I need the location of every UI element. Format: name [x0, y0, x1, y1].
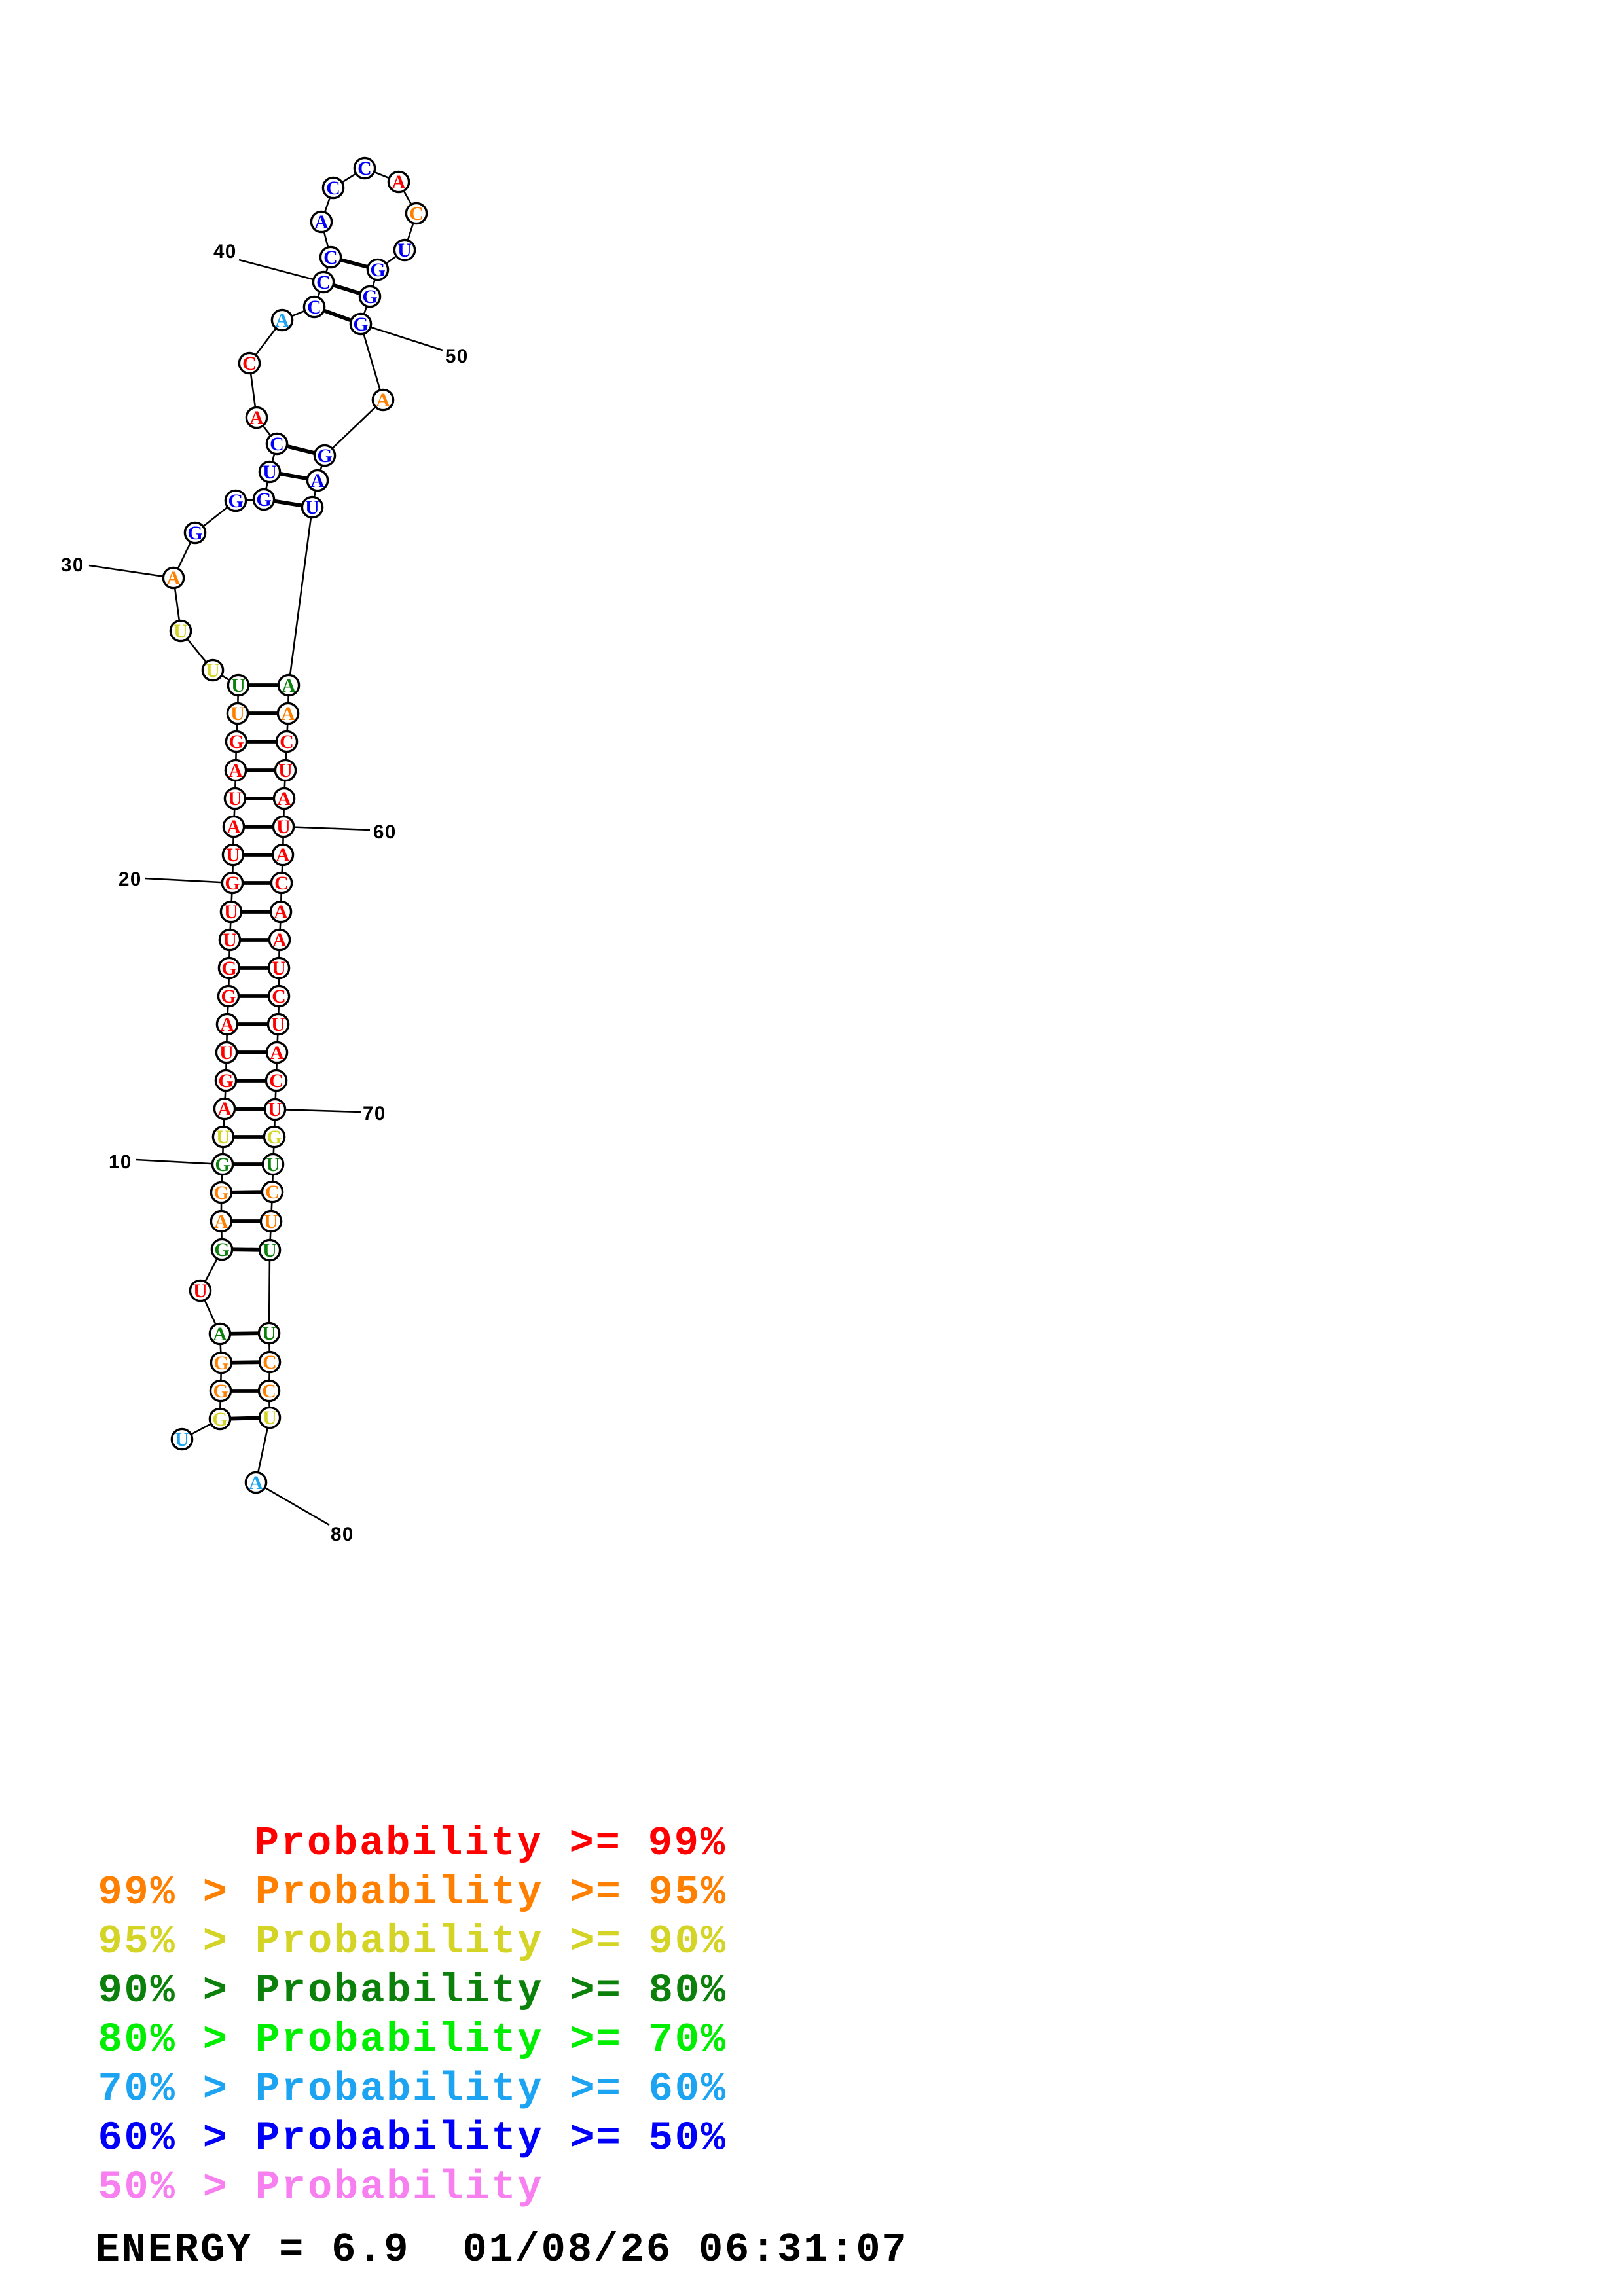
svg-text:U: U — [262, 1323, 276, 1344]
svg-text:C: C — [265, 1181, 280, 1203]
svg-text:G: G — [266, 1126, 282, 1148]
svg-text:50% > Probability: 50% > Probability — [98, 2164, 544, 2210]
svg-text:U: U — [276, 816, 291, 838]
svg-text:G: G — [212, 1408, 227, 1430]
svg-text:U: U — [224, 901, 238, 923]
svg-text:G: G — [370, 259, 385, 281]
svg-text:30: 30 — [61, 554, 84, 576]
svg-text:U: U — [228, 788, 242, 810]
svg-text:C: C — [269, 1070, 283, 1092]
svg-text:G: G — [213, 1380, 228, 1402]
svg-text:U: U — [231, 675, 246, 696]
svg-text:A: A — [270, 1042, 284, 1064]
svg-text:A: A — [275, 310, 289, 331]
svg-text:C: C — [357, 158, 372, 179]
svg-text:99% > Probability >= 95%: 99% > Probability >= 95% — [98, 1869, 727, 1916]
svg-text:U: U — [263, 1407, 277, 1429]
svg-text:G: G — [353, 314, 368, 335]
svg-text:70: 70 — [363, 1103, 386, 1124]
svg-text:G: G — [256, 489, 271, 511]
svg-text:C: C — [323, 247, 338, 268]
svg-text:95% > Probability >= 90%: 95% > Probability >= 90% — [98, 1918, 727, 1965]
svg-text:G: G — [213, 1352, 228, 1374]
svg-text:U: U — [193, 1280, 208, 1302]
svg-text:U: U — [226, 844, 240, 866]
svg-text:50: 50 — [445, 346, 469, 367]
svg-text:G: G — [221, 958, 236, 979]
svg-text:C: C — [307, 296, 321, 318]
svg-text:20: 20 — [119, 869, 142, 890]
svg-text:A: A — [376, 389, 390, 411]
svg-text:U: U — [263, 461, 277, 483]
svg-text:U: U — [397, 240, 412, 261]
svg-text:70% > Probability >= 60%: 70% > Probability >= 60% — [98, 2066, 727, 2112]
svg-text:A: A — [213, 1323, 227, 1345]
svg-text:A: A — [217, 1098, 232, 1120]
svg-text:C: C — [270, 433, 284, 455]
svg-text:U: U — [272, 958, 286, 979]
svg-text:U: U — [230, 703, 245, 725]
svg-text:U: U — [263, 1240, 277, 1261]
svg-text:90% > Probability >= 80%: 90% > Probability >= 80% — [98, 1967, 727, 2014]
svg-text:U: U — [266, 1154, 280, 1175]
svg-text:U: U — [219, 1042, 234, 1064]
svg-text:C: C — [326, 177, 340, 199]
svg-text:C: C — [263, 1352, 277, 1373]
svg-text:C: C — [272, 986, 286, 1007]
svg-text:ENERGY = 6.9 01/08/26 06:31:0: ENERGY = 6.9 01/08/26 06:31:07 — [96, 2227, 909, 2273]
svg-text:U: U — [271, 1014, 285, 1035]
svg-text:C: C — [274, 872, 289, 894]
svg-text:A: A — [214, 1211, 228, 1232]
svg-text:G: G — [214, 1239, 229, 1261]
svg-text:A: A — [166, 567, 181, 589]
svg-text:A: A — [228, 760, 243, 781]
svg-text:80% > Probability >= 70%: 80% > Probability >= 70% — [98, 2017, 727, 2063]
svg-text:10: 10 — [109, 1151, 132, 1173]
svg-text:G: G — [228, 490, 243, 512]
svg-text:A: A — [272, 929, 287, 951]
svg-text:Probability >= 99%: Probability >= 99% — [255, 1820, 727, 1867]
svg-text:U: U — [278, 760, 293, 781]
svg-text:C: C — [242, 353, 257, 374]
svg-text:80: 80 — [331, 1524, 354, 1545]
svg-text:G: G — [362, 286, 377, 308]
svg-text:U: U — [223, 929, 237, 951]
svg-text:A: A — [310, 470, 325, 492]
svg-text:G: G — [317, 445, 332, 467]
svg-text:A: A — [274, 901, 288, 923]
svg-text:A: A — [276, 844, 290, 866]
svg-text:G: G — [215, 1154, 230, 1175]
svg-text:60% > Probability >= 50%: 60% > Probability >= 50% — [98, 2115, 727, 2161]
svg-text:C: C — [280, 731, 294, 753]
svg-text:U: U — [268, 1099, 282, 1121]
svg-text:G: G — [228, 731, 244, 753]
svg-text:A: A — [282, 675, 296, 696]
svg-text:U: U — [206, 660, 220, 681]
svg-text:G: G — [221, 986, 236, 1007]
svg-text:G: G — [225, 872, 240, 894]
svg-text:A: A — [392, 171, 406, 193]
svg-text:C: C — [262, 1380, 276, 1402]
svg-text:A: A — [227, 816, 241, 838]
svg-text:A: A — [277, 788, 291, 810]
svg-text:A: A — [314, 211, 329, 233]
svg-text:G: G — [213, 1182, 228, 1204]
svg-text:U: U — [305, 497, 319, 518]
svg-text:A: A — [249, 1472, 263, 1494]
svg-text:A: A — [249, 407, 264, 429]
svg-text:A: A — [281, 703, 295, 725]
svg-text:U: U — [216, 1126, 230, 1148]
svg-text:C: C — [316, 272, 331, 293]
svg-text:G: G — [218, 1070, 233, 1092]
svg-text:40: 40 — [213, 241, 237, 262]
svg-text:U: U — [175, 1429, 189, 1450]
svg-text:U: U — [264, 1211, 278, 1232]
svg-text:U: U — [173, 620, 188, 642]
svg-text:G: G — [187, 522, 202, 544]
svg-text:C: C — [409, 203, 424, 224]
svg-text:60: 60 — [373, 821, 397, 843]
svg-text:A: A — [220, 1014, 234, 1035]
